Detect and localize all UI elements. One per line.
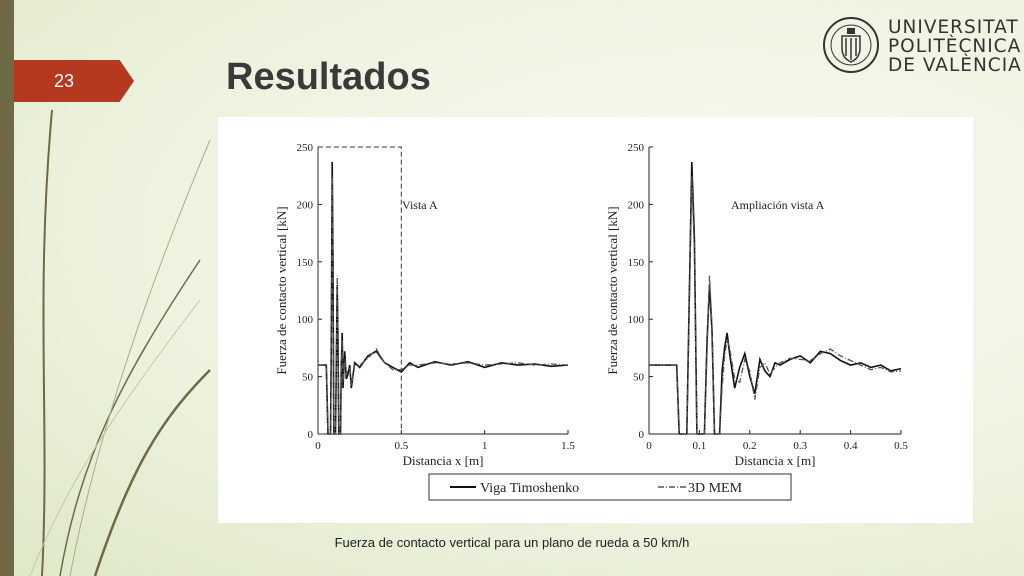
y-tick-label: 200 (297, 199, 314, 211)
slide-number: 23 (53, 70, 75, 91)
y-tick-label: 150 (628, 257, 645, 269)
slide-number-badge: 23 (14, 60, 134, 102)
upv-seal-icon (823, 17, 879, 73)
x-tick-label: 0.2 (743, 440, 757, 452)
series-line-3d-mem (649, 175, 902, 435)
x-tick-label: 0.1 (693, 440, 707, 452)
legend-label-3d-mem: 3D MEM (688, 481, 743, 496)
logo-line-2: POLITÈCNICA (888, 36, 1022, 57)
y-tick-label: 100 (628, 314, 645, 326)
series-line-3d-mem (318, 175, 569, 435)
x-tick-label: 0.5 (394, 440, 408, 452)
y-tick-label: 250 (628, 142, 645, 154)
y-tick-label: 250 (297, 142, 314, 154)
y-axis-label: Fuerza de contacto vertical [kN] (605, 206, 620, 374)
x-axis-label: Distancia x [m] (403, 453, 484, 468)
x-tick-label: 1.5 (561, 440, 575, 452)
y-axis-label: Fuerza de contacto vertical [kN] (274, 206, 289, 374)
x-tick-label: 0 (646, 440, 652, 452)
slide-title: Resultados (226, 56, 431, 98)
x-tick-label: 0.5 (894, 440, 908, 452)
y-tick-label: 50 (302, 372, 314, 384)
y-tick-label: 200 (628, 199, 645, 211)
figure-caption: Fuerza de contacto vertical para un plan… (334, 535, 690, 550)
chart-figure: 0 50 100 150 200 250 0 0.5 1 1.5 Distancia x [m] Fu… (218, 117, 973, 523)
y-tick-label: 50 (633, 372, 645, 384)
left-accent-bar (0, 0, 14, 576)
series-line-timoshenko (318, 161, 569, 435)
annotation-label: Vista A (402, 198, 438, 212)
upv-logo: UNIVERSITAT POLITÈCNICA DE VALÈNCIA (822, 16, 1021, 78)
legend-box (428, 473, 792, 501)
series-line-timoshenko (649, 161, 902, 435)
legend-label-timoshenko: Viga Timoshenko (480, 481, 579, 496)
x-tick-label: 1 (482, 440, 488, 452)
x-tick-label: 0.4 (844, 440, 858, 452)
x-tick-label: 0.3 (793, 440, 807, 452)
x-axis-label: Distancia x [m] (735, 453, 816, 468)
zoom-box (317, 146, 402, 435)
y-tick-label: 0 (308, 429, 314, 441)
y-tick-label: 0 (639, 429, 645, 441)
logo-line-3: DE VALÈNCIA (888, 55, 1022, 76)
y-tick-label: 150 (297, 257, 314, 269)
logo-line-1: UNIVERSITAT (888, 17, 1019, 38)
y-tick-label: 100 (297, 314, 314, 326)
annotation-label: Ampliación vista A (731, 198, 825, 212)
x-tick-label: 0 (315, 440, 321, 452)
chart-svg: 0 50 100 150 200 250 0 0.5 1 1.5 Distancia x [m] Fu… (274, 142, 908, 501)
